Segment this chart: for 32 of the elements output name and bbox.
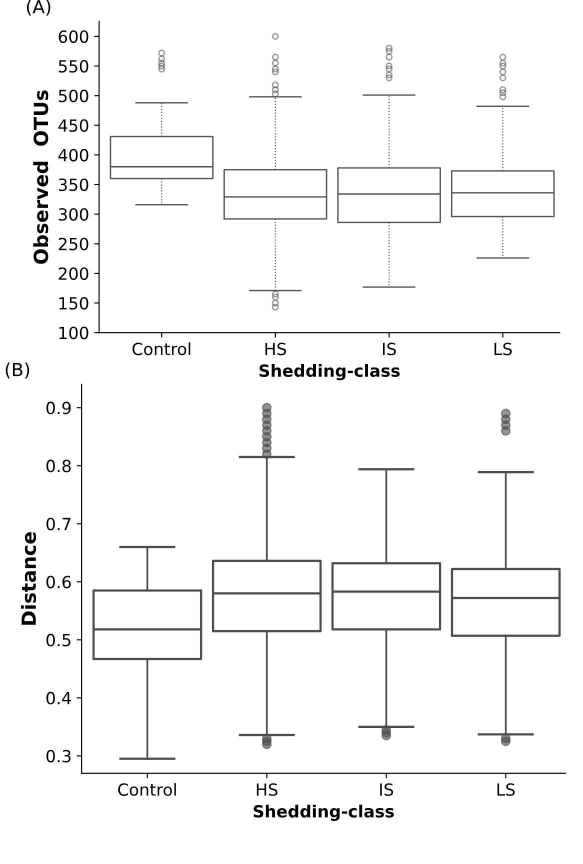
x-axis-title: Shedding-class <box>254 804 394 821</box>
y-tick-label: 500 <box>58 90 88 102</box>
x-tick-label: LS <box>497 783 515 796</box>
y-tick-label: 0.8 <box>46 460 71 472</box>
y-tick-label: 100 <box>59 326 88 340</box>
y-tick-label: 400 <box>58 148 88 162</box>
y-tick-label: 550 <box>58 60 88 73</box>
y-axis-title: Distance <box>21 532 36 625</box>
y-tick-label: 600 <box>58 30 88 43</box>
y-tick-label: 450 <box>58 119 88 132</box>
y-tick-label: 300 <box>58 208 88 221</box>
chart-title: (A) <box>26 0 50 16</box>
y-tick-label: 200 <box>58 267 88 280</box>
y-axis-title: Observed OTUs <box>33 90 48 264</box>
x-axis-title: Shedding-class <box>260 364 400 380</box>
x-tick-label: HS <box>265 342 286 356</box>
x-tick-label: IS <box>380 783 394 796</box>
x-tick-label: HS <box>256 783 278 796</box>
x-tick-label: LS <box>494 342 512 356</box>
x-tick-label: IS <box>382 342 396 356</box>
chart-title: (B) <box>6 362 30 379</box>
y-tick-label: 0.4 <box>46 692 71 704</box>
y-tick-label: 350 <box>58 178 88 192</box>
y-tick-label: 0.9 <box>46 402 71 414</box>
y-tick-label: 0.3 <box>46 750 71 762</box>
x-tick-label: Control <box>118 783 176 796</box>
y-tick-label: 150 <box>59 296 88 310</box>
y-tick-label: 250 <box>58 238 88 250</box>
y-tick-label: 0.6 <box>46 576 71 588</box>
y-tick-label: 0.7 <box>46 518 70 530</box>
x-tick-label: Control <box>132 342 190 356</box>
y-tick-label: 0.5 <box>46 634 70 646</box>
